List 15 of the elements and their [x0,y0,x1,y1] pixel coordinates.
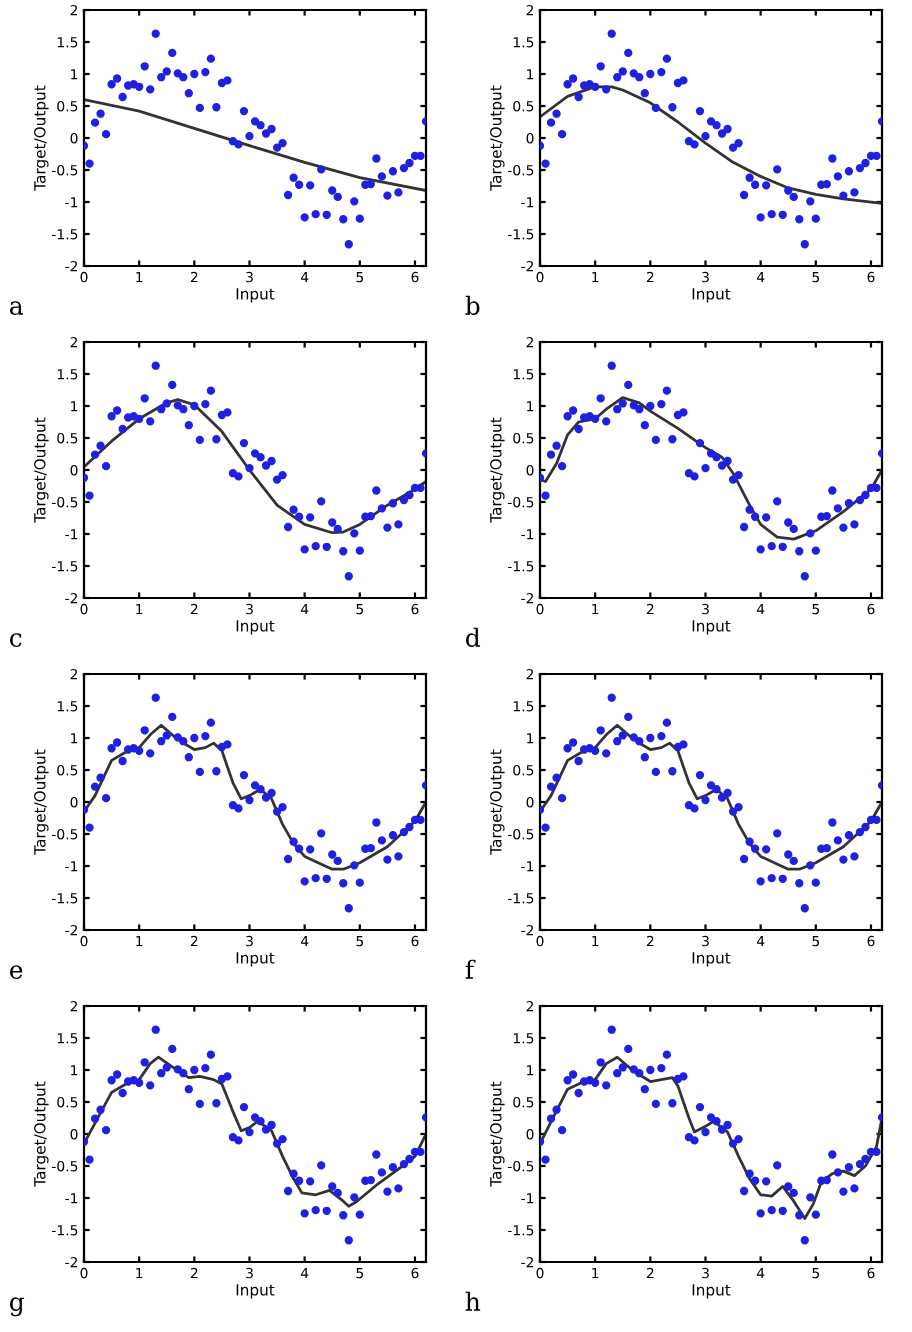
line-series [84,1055,426,1208]
text: c [10,633,22,647]
line-series [84,398,426,535]
line-series [540,396,882,541]
text: d [466,627,481,647]
line-series [84,723,426,871]
text: g [10,1297,25,1317]
text: b [465,295,480,315]
line-series [540,723,882,871]
text: e [10,965,23,979]
line-series [540,1055,882,1220]
text: f [465,959,476,979]
text: h [465,1291,481,1311]
text: a [10,301,23,315]
line-series [84,98,426,192]
